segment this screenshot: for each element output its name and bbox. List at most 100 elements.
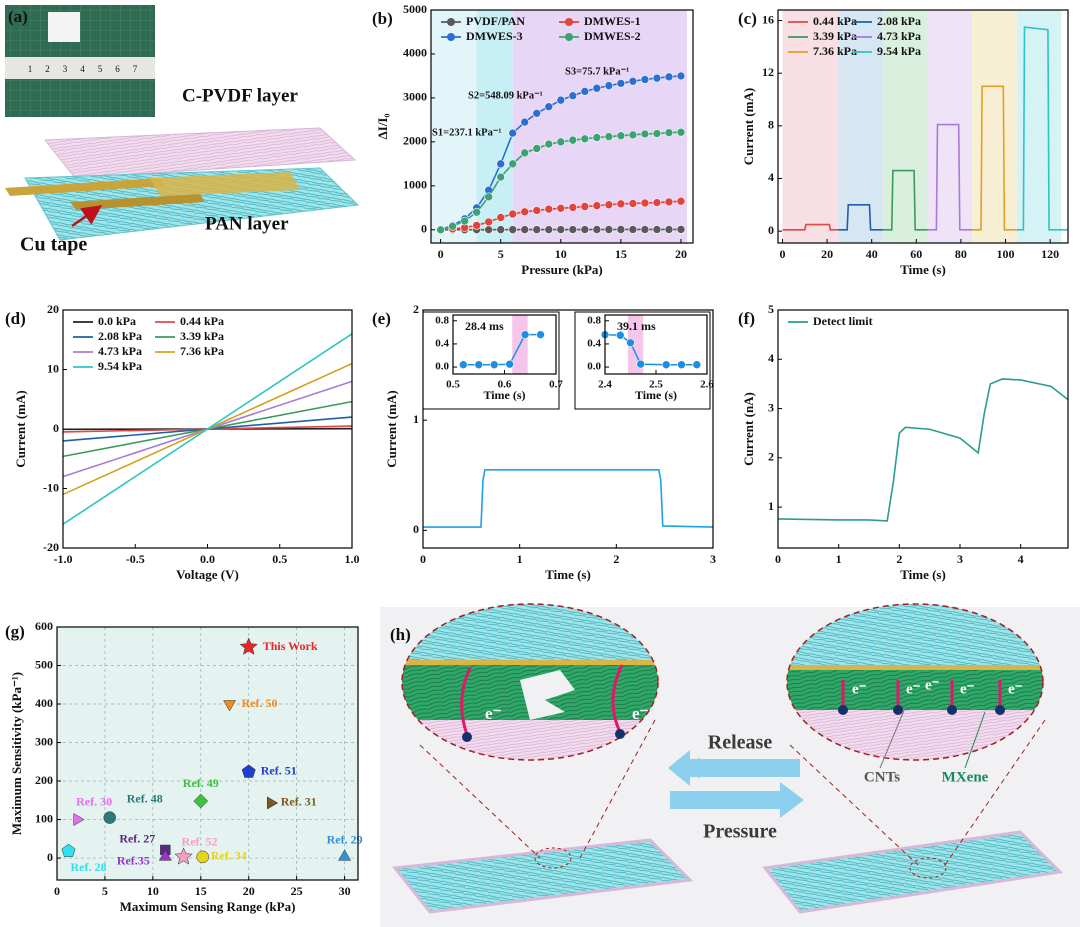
point: [508, 225, 518, 234]
x-tick-label: 0: [779, 247, 785, 261]
plot-area: [57, 627, 358, 880]
ruler-number: 1: [28, 64, 33, 74]
x-tick-label: 20: [675, 247, 687, 261]
legend-label: DMWES-2: [584, 29, 641, 43]
y-tick-label: 10: [47, 361, 59, 375]
point: [544, 139, 554, 149]
x-tick-label: 15: [195, 884, 207, 898]
annotation: S2=548.09 kPa⁻¹: [468, 90, 543, 101]
panel-h: (h) Release Pressure CNTs MXene e⁻ e⁻ e⁻…: [380, 603, 1080, 927]
electron-label: e⁻: [485, 704, 502, 723]
point: [628, 76, 638, 86]
y-tick-label: 5: [768, 302, 774, 316]
y-axis-label: Current (mA): [384, 390, 399, 467]
point: [474, 360, 484, 370]
point: [103, 811, 116, 824]
ruler-number: 2: [45, 64, 50, 74]
x-axis-label: Voltage (V): [176, 567, 239, 582]
point: [556, 203, 566, 213]
point: [615, 330, 625, 340]
y-tick-label: 400: [35, 696, 53, 710]
inset-annotation: 39.1 ms: [617, 319, 656, 333]
electron-label: e⁻: [1008, 681, 1023, 697]
x-tick-label: 40: [866, 247, 878, 261]
arrow-head: [780, 782, 804, 818]
electron-label: e⁻: [852, 681, 867, 697]
x-axis-label: Maximum Sensing Range (kPa): [120, 899, 296, 914]
point: [496, 172, 506, 182]
x-tick-label: 60: [910, 247, 922, 261]
y-tick-label: -10: [43, 480, 59, 494]
point: [544, 204, 554, 214]
point: [267, 796, 279, 810]
y-tick-label: 4: [768, 351, 774, 365]
x-axis-label: Time (s): [483, 388, 525, 402]
point: [196, 850, 209, 864]
panel-label: (g): [5, 622, 25, 641]
mxene-label: MXene: [942, 769, 989, 785]
point: [458, 360, 468, 370]
ruler-number: 7: [133, 64, 138, 74]
point: [556, 137, 566, 147]
point: [505, 359, 514, 369]
x-axis-label: Time (s): [635, 388, 677, 402]
y-tick-label: 3000: [403, 90, 427, 104]
point: [496, 225, 506, 234]
point: [520, 330, 530, 339]
point: [616, 199, 626, 209]
point: [484, 192, 493, 202]
point: [532, 144, 542, 153]
sample: [48, 12, 80, 42]
point: [544, 225, 554, 234]
x-tick-label: 1: [517, 552, 523, 566]
series-line: [782, 223, 839, 231]
panel-label: (b): [372, 9, 393, 28]
point: [508, 159, 518, 169]
point: [580, 225, 590, 234]
point-label: Ref.35: [117, 854, 150, 868]
y-tick-label: 0: [421, 222, 427, 236]
cnts-label: CNTs: [864, 769, 900, 785]
x-tick-label: 2.4: [598, 379, 612, 391]
y-tick-label: 2: [768, 450, 774, 464]
point: [640, 75, 650, 84]
point: [640, 198, 650, 208]
electron-label: e⁻: [632, 704, 649, 723]
x-tick-label: 1.0: [345, 552, 360, 566]
point: [636, 359, 646, 369]
point: [676, 225, 686, 234]
point: [580, 202, 590, 211]
point: [664, 225, 674, 234]
point: [520, 207, 530, 217]
point: [508, 128, 518, 138]
y-tick-label: 0.0: [435, 361, 449, 373]
cu-tape: [5, 178, 165, 196]
shaded-region: [927, 10, 973, 243]
point-label: Ref. 50: [242, 696, 278, 710]
x-tick-label: 10: [555, 247, 567, 261]
point: [664, 197, 674, 207]
y-tick-label: 12: [762, 65, 774, 79]
x-tick-label: 0.0: [200, 552, 215, 566]
y-tick-label: 2: [413, 302, 419, 316]
electron-paths: [460, 664, 1002, 736]
point: [628, 225, 638, 234]
point: [568, 203, 578, 212]
ruler-numbers: 1 2 3 4 5 6 7: [28, 64, 138, 74]
legend-label: Detect limit: [813, 314, 873, 328]
point: [568, 135, 578, 145]
point: [568, 225, 578, 234]
y-tick-label: 0: [47, 850, 53, 864]
series-line: [972, 85, 1017, 231]
legend-marker: [447, 18, 455, 26]
y-tick-label: 0: [53, 421, 59, 435]
axes-frame: [777, 309, 1069, 549]
series-line: [777, 378, 1069, 522]
x-axis-label: Time (s): [545, 567, 591, 582]
x-tick-label: 1: [836, 552, 842, 566]
legend-label: 4.73 kPa: [98, 344, 142, 358]
legend-label: 3.39 kPa: [813, 29, 857, 43]
y-tick-label: 0.4: [435, 337, 449, 349]
shaded-region: [431, 10, 477, 243]
